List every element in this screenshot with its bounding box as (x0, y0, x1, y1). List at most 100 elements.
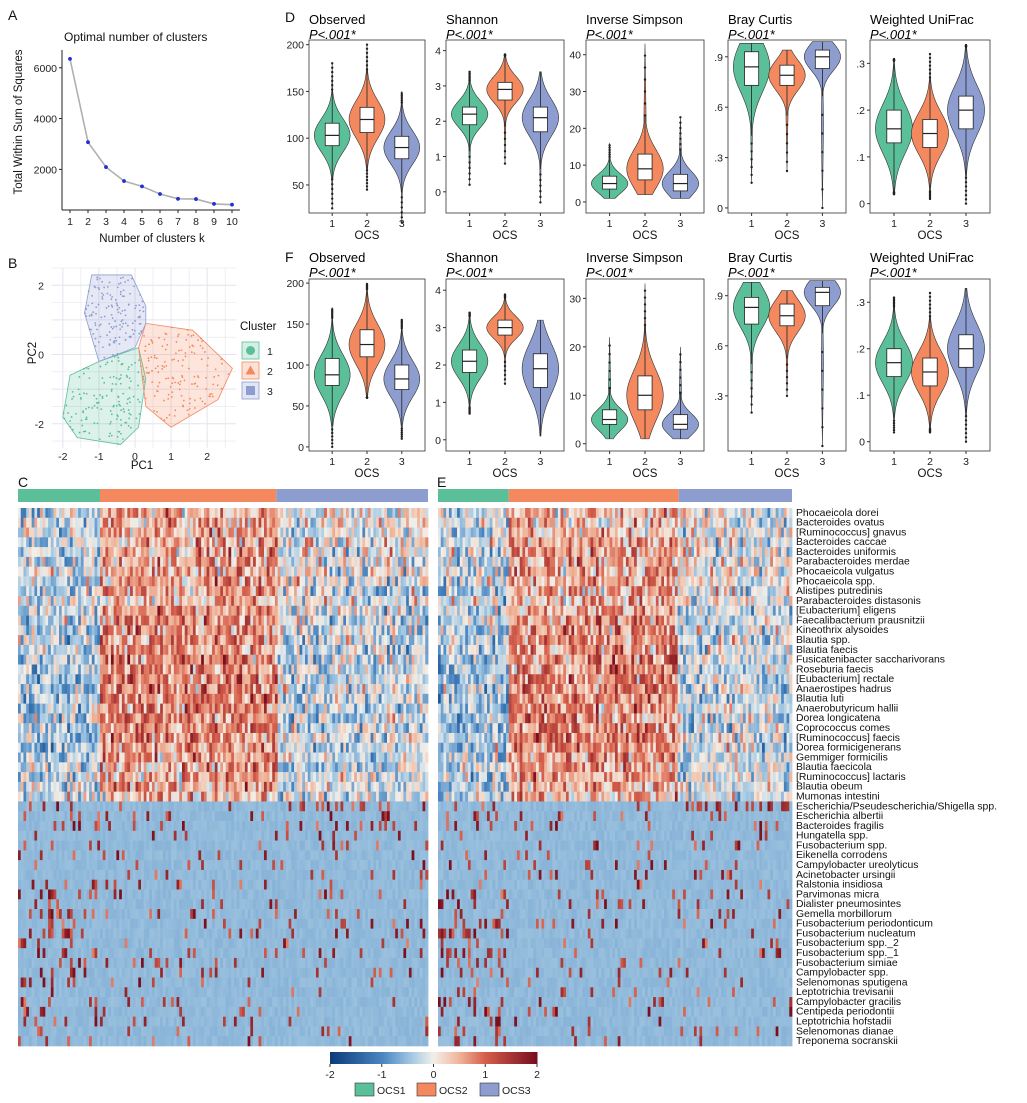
heatmap-cell (179, 605, 183, 616)
heatmap-cell (408, 508, 412, 519)
heatmap-cell (165, 713, 169, 724)
heatmap-cell (59, 586, 63, 597)
heatmap-cell (179, 664, 183, 675)
heatmap-cell (247, 625, 251, 636)
heatmap-cell (154, 596, 158, 607)
heatmap-cell (324, 586, 328, 597)
heatmap-cell (346, 684, 350, 695)
heatmap-cell (31, 566, 35, 577)
heatmap-cell (214, 537, 218, 548)
heatmap-cell (367, 693, 371, 704)
violin-pvalue-4: P<.001* (870, 27, 918, 42)
pca-point (122, 276, 125, 279)
heatmap-cell (146, 635, 150, 646)
heatmap-cell (64, 654, 68, 665)
heatmap-cell (310, 664, 314, 675)
violin-xtick-label: 1 (749, 456, 755, 468)
heatmap-cell (247, 586, 251, 597)
heatmap-cell (64, 615, 68, 626)
heatmap-cell (64, 547, 68, 558)
heatmap-cell (283, 556, 287, 567)
pca-point (206, 364, 209, 367)
heatmap-cell (272, 517, 276, 528)
pca-point (151, 381, 154, 384)
heatmap-cell (285, 684, 289, 695)
heatmap-cell (348, 703, 352, 714)
heatmap-cell (321, 703, 325, 714)
heatmap-cell (403, 654, 407, 665)
heatmap-cell (354, 576, 358, 587)
heatmap-cell (119, 605, 123, 616)
heatmap-cell (110, 547, 115, 558)
heatmap-cell (348, 723, 352, 734)
heatmap-cell (80, 547, 84, 558)
heatmap-cell (102, 644, 106, 656)
heatmap-cell (108, 615, 112, 626)
heatmap-cell (192, 596, 197, 607)
heatmap-cell (384, 556, 388, 567)
heatmap-cell (59, 566, 63, 577)
heatmap-cell (280, 674, 284, 685)
heatmap-cell (356, 596, 361, 607)
heatmap-cell (119, 596, 123, 607)
heatmap-cell (395, 508, 399, 519)
heatmap-cell (384, 742, 388, 753)
heatmap-cell (384, 693, 388, 704)
heatmap-cell (335, 703, 339, 714)
heatmap-cell (343, 713, 347, 724)
heatmap-cell (255, 615, 259, 626)
heatmap-cell (75, 723, 79, 734)
pca-point (63, 417, 66, 420)
heatmap-cell (365, 732, 369, 744)
heatmap-cell (389, 732, 393, 744)
heatmap-cell (86, 508, 90, 519)
heatmap-cell (419, 527, 423, 538)
heatmap-cell (258, 713, 262, 724)
heatmap-cell (329, 615, 333, 626)
box-outlier (679, 132, 682, 135)
heatmap-cell (124, 684, 128, 695)
pca-point (123, 410, 126, 413)
heatmap-cell (296, 605, 300, 616)
heatmap-cell (220, 576, 224, 587)
heatmap-cell (72, 508, 76, 519)
pca-point (118, 282, 120, 285)
heatmap-cell (154, 732, 158, 744)
heatmap-cell (53, 537, 57, 548)
heatmap-cell (127, 654, 131, 665)
heatmap-cell (187, 703, 191, 714)
heatmap-cell (285, 693, 289, 704)
heatmap-cell (165, 635, 169, 646)
heatmap-cell (381, 517, 385, 528)
heatmap-cell (48, 654, 52, 665)
heatmap-cell (318, 723, 322, 734)
heatmap-cell (182, 723, 186, 734)
heatmap-cell (313, 654, 317, 665)
heatmap-cell (291, 723, 295, 734)
heatmap-cell (42, 654, 46, 665)
heatmap-cell (242, 635, 246, 646)
heatmap-cell (86, 693, 90, 704)
heatmap-cell (340, 527, 344, 538)
heatmap-cell (392, 723, 396, 734)
box-outlier (643, 296, 647, 299)
heatmap-cell (190, 556, 194, 567)
heatmap-cell (176, 654, 180, 665)
box-outlier (892, 431, 896, 434)
box-outlier (785, 142, 789, 145)
heatmap-cell (343, 723, 347, 734)
pca-point (129, 380, 132, 383)
heatmap-cell (258, 625, 262, 636)
heatmap-cell (395, 674, 399, 685)
heatmap-cell (367, 566, 371, 577)
heatmap-cell (389, 615, 393, 626)
heatmap-cell (214, 635, 218, 646)
heatmap-cell (351, 732, 355, 744)
heatmap-cell (151, 615, 156, 626)
pca-point (175, 341, 178, 343)
heatmap-cell (100, 605, 104, 616)
heatmap-cell (124, 556, 128, 567)
heatmap-cell (116, 664, 120, 675)
heatmap-cell (425, 635, 429, 646)
pca-point (129, 335, 132, 338)
